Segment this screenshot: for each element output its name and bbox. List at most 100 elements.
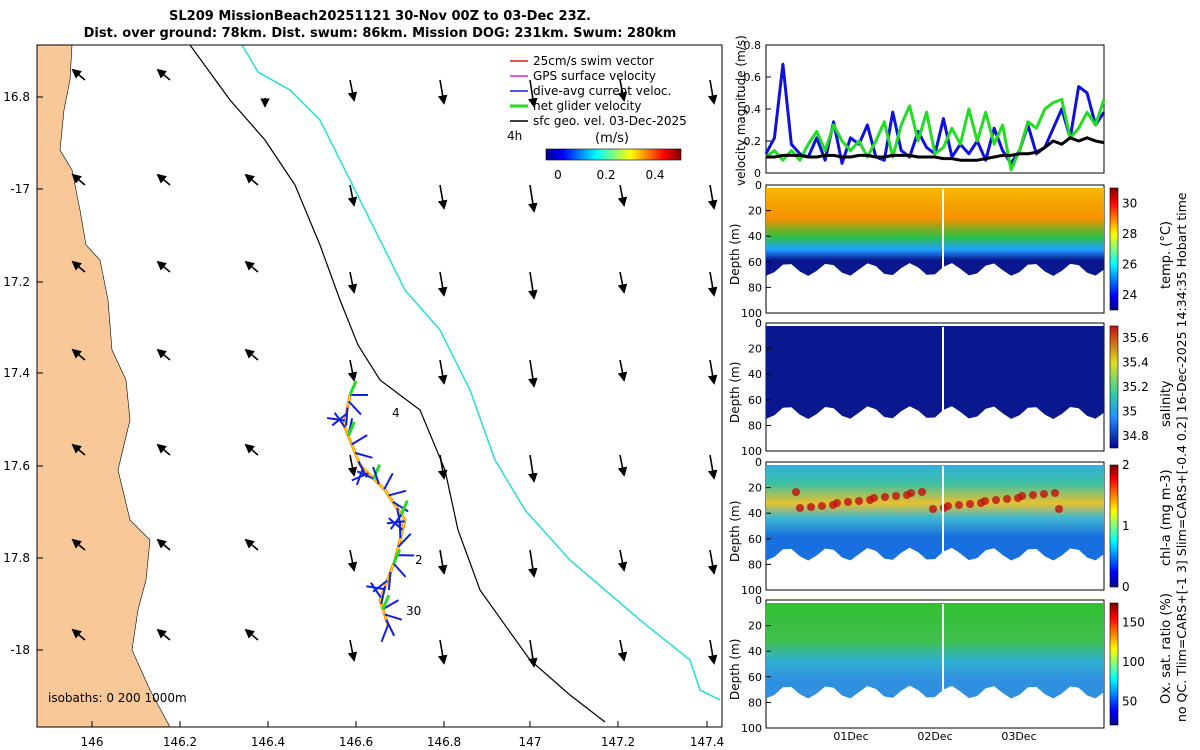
- current-arrow: [156, 443, 171, 456]
- colorbar-tick-label: 30: [1122, 196, 1137, 210]
- section-data-chl-a: [766, 465, 1104, 561]
- velocity-ytick-label: 0.6: [744, 71, 762, 84]
- colorbar-tick-label: 150: [1122, 616, 1145, 630]
- current-arrow: [244, 173, 259, 186]
- dive-avg-vector: [351, 434, 368, 446]
- current-arrow: [71, 260, 86, 273]
- current-arrow: [71, 68, 86, 81]
- current-arrow: [347, 184, 358, 207]
- colorbar-tick-label: 24: [1122, 288, 1137, 302]
- colorbar-tick-label: 35.4: [1122, 356, 1149, 370]
- chl-maximum-spot: [918, 488, 926, 496]
- net-velocity-vector: [372, 464, 382, 480]
- dive-avg-vector: [380, 586, 387, 605]
- chl-maximum-spot: [944, 502, 952, 510]
- track-label-30: 30: [406, 604, 421, 618]
- velocity-series: [764, 62, 1106, 172]
- dive-avg-vector: [384, 613, 403, 621]
- isobaths-label: isobaths: 0 200 1000m: [48, 691, 187, 705]
- dive-avg-vector: [388, 489, 407, 497]
- legend-entry-gps-velocity: GPS surface velocity: [510, 69, 656, 83]
- section-ytick-label: 0: [755, 317, 762, 330]
- current-arrow: [617, 184, 628, 207]
- section-data-temp: [766, 188, 1104, 276]
- current-arrow: [707, 79, 718, 105]
- isobath-200m: [189, 45, 606, 723]
- colorbar-tick-label: 26: [1122, 257, 1137, 271]
- section-ytick-label: 80: [748, 419, 762, 432]
- dive-avg-vector: [386, 520, 405, 525]
- legend-4h: 4h: [507, 129, 522, 143]
- velocity-line-1: [765, 97, 1106, 172]
- net-velocity-vector: [346, 421, 356, 437]
- current-arrow: [707, 639, 718, 665]
- chl-maximum-spot: [929, 505, 937, 513]
- section-ytick-label: 100: [741, 722, 762, 735]
- current-arrow: [156, 68, 171, 81]
- dive-avg-vector: [385, 619, 396, 637]
- current-arrow: [244, 348, 259, 361]
- chl-maximum-spot: [892, 492, 900, 500]
- dive-avg-vector: [356, 470, 375, 480]
- section-ytick-label: 100: [741, 307, 762, 320]
- legend-entry-swim-vector: 25cm/s swim vector: [510, 54, 654, 68]
- colorbar-tick-label: 35.6: [1122, 331, 1149, 345]
- glider-track: [326, 380, 415, 643]
- section-ytick-label: 0: [755, 594, 762, 607]
- velocity-y-axis: 0 0.2 0.4 0.6 0.8: [744, 39, 771, 180]
- chl-maximum-spot: [807, 503, 815, 511]
- chl-maximum-spot: [855, 497, 863, 505]
- section-ytick-label: 40: [748, 645, 762, 658]
- chl-maximum-spot: [907, 489, 915, 497]
- time-xtick-label: 01Dec: [833, 730, 868, 743]
- track-label-2: 2: [415, 553, 423, 567]
- dive-avg-vector: [345, 407, 349, 426]
- current-arrow: [617, 271, 628, 294]
- current-arrow: [707, 549, 718, 575]
- svg-text:net glider velocity: net glider velocity: [533, 99, 641, 113]
- section-data-salinity: [766, 326, 1104, 419]
- dive-avg-vector: [354, 451, 373, 459]
- current-arrow: [347, 359, 358, 382]
- colorbar-tick-label: 0: [1122, 580, 1130, 594]
- chl-maximum-spot: [955, 501, 963, 509]
- colorbar-tick-label: 34.8: [1122, 429, 1149, 443]
- current-arrow: [437, 271, 448, 297]
- section-colorbar-chl-a: [1109, 464, 1119, 588]
- map-y-axis: 16.8 -17 17.2 17.4 17.6 17.8 -18: [3, 90, 43, 657]
- current-arrow: [347, 639, 358, 662]
- section-colorbar-salinity: [1109, 325, 1119, 449]
- chl-maximum-spot: [981, 497, 989, 505]
- section-ylabel: Depth (m): [728, 501, 742, 562]
- legend-entry-sfc-geo: sfc geo. vel. 03-Dec-2025: [510, 114, 687, 128]
- current-arrow: [347, 271, 358, 294]
- current-arrow: [244, 443, 259, 456]
- section-panel-salinity: 0 20 40 60 80 100 Depth (m) 34.8 35 35.2 35.4 35.6 s…: [728, 317, 1174, 458]
- colorbar-tick-label: 28: [1122, 227, 1137, 241]
- map-ytick-label: 17.6: [3, 459, 30, 473]
- dive-avg-vector: [380, 624, 389, 643]
- colorbar-tick-0.2: 0.2: [596, 168, 615, 182]
- section-colorbar-temp: [1109, 187, 1119, 311]
- current-arrow: [707, 454, 718, 480]
- svg-text:GPS surface velocity: GPS surface velocity: [533, 69, 656, 83]
- track-path-core: [343, 394, 406, 626]
- dive-avg-vector: [370, 582, 382, 599]
- current-arrow: [707, 184, 718, 210]
- chl-maximum-spot: [1018, 492, 1026, 500]
- colorbar-label-temp: temp. (°C): [1159, 221, 1174, 289]
- current-arrow: [528, 184, 538, 213]
- current-arrow: [528, 639, 538, 668]
- section-ytick-label: 60: [748, 671, 762, 684]
- colorbar-label-oxygen: Ox. sat. ratio (%): [1159, 593, 1174, 704]
- colorbar-tick-0.4: 0.4: [645, 168, 664, 182]
- dive-avg-vector: [392, 500, 409, 513]
- section-ytick-label: 0: [755, 179, 762, 192]
- current-arrow: [617, 359, 628, 382]
- chl-maximum-spot: [992, 496, 1000, 504]
- dive-avg-vector: [397, 533, 412, 548]
- net-velocity-vector: [348, 380, 358, 396]
- chl-maximum-spot: [1051, 489, 1059, 497]
